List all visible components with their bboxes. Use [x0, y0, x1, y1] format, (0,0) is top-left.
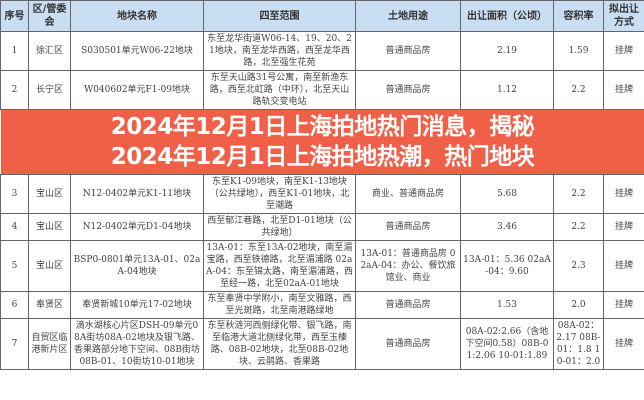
cell-far: 2.2: [553, 70, 604, 110]
cell-plot-name: W040602单元F1-09地块: [70, 70, 204, 110]
cell-far: 2.2: [553, 174, 604, 214]
header-district: 区/管委会: [28, 0, 71, 32]
cell-index: 1: [0, 31, 29, 71]
cell-area: 13A-01：5.36 02aA-04：9.60: [460, 240, 554, 292]
cell-boundaries: 东至秋涟河西侧绿化带、银飞路，南至临港大道北侧绿化带，西至玉榛路、08B-02地…: [203, 318, 356, 370]
header-far: 容积率: [553, 0, 604, 32]
cell-index: 3: [0, 174, 29, 214]
title-banner: 2024年12月1日上海拍地热门消息，揭秘 2024年12月1日上海拍地热潮，热门…: [0, 109, 644, 175]
cell-land-use: 商业、普通商品房: [355, 174, 461, 214]
cell-district: 宝山区: [28, 213, 71, 241]
cell-area: 1.53: [460, 291, 554, 319]
header-boundaries: 四至范围: [203, 0, 356, 32]
table-row: 4 宝山区 N12-0402单元D1-04地块 西至郁江巷路，北至D1-01地块（公共…: [0, 213, 644, 241]
cell-area: 2.19: [460, 31, 554, 71]
cell-method: 挂牌: [603, 291, 644, 319]
cell-plot-name: 奉贤新城10单元17-02地块: [70, 291, 204, 319]
cell-method: 挂牌: [603, 318, 644, 370]
banner-title: 2024年12月1日上海拍地热门消息，揭秘 2024年12月1日上海拍地热潮，热门…: [0, 109, 644, 175]
cell-plot-name: S030501单元W06-22地块: [70, 31, 204, 71]
cell-area: 1.12: [460, 70, 554, 110]
cell-far: 08A-02：2.17 08B-01：1.8 10-01：2.0: [553, 318, 604, 370]
cell-index: 5: [0, 240, 29, 292]
cell-area: 3.46: [460, 213, 554, 241]
cell-district: 自贸区临港新片区: [28, 318, 71, 370]
banner-line-1: 2024年12月1日上海拍地热门消息，揭秘: [110, 114, 535, 140]
cell-method: 挂牌: [603, 213, 644, 241]
header-plot-name: 地块名称: [70, 0, 204, 32]
cell-index: 2: [0, 70, 29, 110]
cell-boundaries: 东至龙华街道W06-14、19、20、21地块，南至龙华西路，西至龙华西路，北至…: [203, 31, 356, 71]
cell-district: 徐汇区: [28, 31, 71, 71]
table-row: 6 奉贤区 奉贤新城10单元17-02地块 东至奉贤中学附小，南至文雅路，西至光斑路，…: [0, 291, 644, 319]
header-area: 出让面积（公顷）: [460, 0, 554, 32]
cell-district: 长宁区: [28, 70, 71, 110]
cell-boundaries: 东至奉贤中学附小，南至文雅路，西至光斑路，北至南港路绿地: [203, 291, 356, 319]
table-row: 7 自贸区临港新片区 滴水湖核心片区DSH-09单元08A街坊08A-02地块及银飞…: [0, 318, 644, 370]
cell-land-use: 普通商品房: [355, 70, 461, 110]
land-auction-table: 序号 区/管委会 地块名称 四至范围 土地用途 出让面积（公顷） 容积率 拟出让…: [0, 0, 644, 370]
cell-land-use: 普通商品房: [355, 318, 461, 370]
cell-plot-name: BSP0-0801单元13A-01、02aA-04地块: [70, 240, 204, 292]
cell-far: 2.3: [553, 240, 604, 292]
cell-area: 08A-02:2.66（含地下空间0.58）08B-01:2.06 10-01:…: [460, 318, 554, 370]
cell-far: 1.59: [553, 31, 604, 71]
cell-boundaries: 东至K1-09地块，南至K1-13地块（公共绿地），西至K1-01地块，北至潮路: [203, 174, 356, 214]
cell-land-use: 普通商品房: [355, 213, 461, 241]
cell-plot-name: N12-0402单元K1-11地块: [70, 174, 204, 214]
cell-far: 2.2: [553, 213, 604, 241]
header-index: 序号: [0, 0, 29, 32]
header-method: 拟出让方式: [603, 0, 644, 32]
banner-line-2: 2024年12月1日上海拍地热潮，热门地块: [110, 144, 535, 170]
table-row: 1 徐汇区 S030501单元W06-22地块 东至龙华街道W06-14、19、20、…: [0, 31, 644, 71]
cell-area: 5.68: [460, 174, 554, 214]
cell-plot-name: N12-0402单元D1-04地块: [70, 213, 204, 241]
cell-method: 挂牌: [603, 240, 644, 292]
cell-boundaries: 东至天山路31号公寓，南至新渔东路，西至北虹路（中环），北至天山路轨交变电站: [203, 70, 356, 110]
cell-boundaries: 西至郁江巷路，北至D1-01地块（公共绿地）: [203, 213, 356, 241]
header-row: 序号 区/管委会 地块名称 四至范围 土地用途 出让面积（公顷） 容积率 拟出让…: [0, 0, 644, 32]
cell-index: 4: [0, 213, 29, 241]
cell-index: 6: [0, 291, 29, 319]
cell-far: 2.0: [553, 291, 604, 319]
cell-land-use: 普通商品房: [355, 31, 461, 71]
table-row: 2 长宁区 W040602单元F1-09地块 东至天山路31号公寓，南至新渔东路，西至…: [0, 70, 644, 110]
cell-district: 宝山区: [28, 240, 71, 292]
cell-method: 挂牌: [603, 70, 644, 110]
header-land-use: 土地用途: [355, 0, 461, 32]
cell-boundaries: 13A-01：东至13A-02地块，南至湄宝路，西至铁德路，北至湄浦路 02aA…: [203, 240, 356, 292]
cell-index: 7: [0, 318, 29, 370]
cell-district: 奉贤区: [28, 291, 71, 319]
cell-method: 挂牌: [603, 31, 644, 71]
cell-district: 宝山区: [28, 174, 71, 214]
cell-plot-name: 滴水湖核心片区DSH-09单元08A街坊08A-02地块及银飞路、香果路部分地下…: [70, 318, 204, 370]
table-row: 5 宝山区 BSP0-0801单元13A-01、02aA-04地块 13A-01：东至…: [0, 240, 644, 292]
cell-land-use: 13A-01：普通商品房 02aA-04：办公、餐饮旅馆业、商业: [355, 240, 461, 292]
table-row: 3 宝山区 N12-0402单元K1-11地块 东至K1-09地块，南至K1-13地块…: [0, 174, 644, 214]
cell-land-use: 普通商品房: [355, 291, 461, 319]
cell-method: 挂牌: [603, 174, 644, 214]
